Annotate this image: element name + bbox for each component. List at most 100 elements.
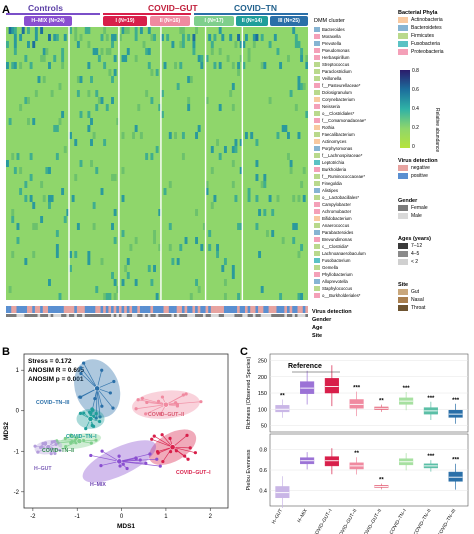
heatmap-cell bbox=[297, 132, 301, 139]
spider-line bbox=[119, 458, 157, 462]
heatmap-cell bbox=[210, 41, 214, 48]
taxon-label: Faecalibacterium bbox=[314, 132, 355, 138]
legend-virus: Virus detection negative positive bbox=[398, 158, 472, 180]
heatmap-cell bbox=[113, 174, 117, 181]
heatmap-cell bbox=[231, 104, 235, 111]
sample-point bbox=[193, 451, 197, 455]
sample-point bbox=[174, 449, 179, 453]
gender-track-cell bbox=[132, 314, 135, 317]
taxon-label: Porphyromonas bbox=[314, 146, 352, 152]
heatmap-cell bbox=[242, 62, 246, 69]
heatmap-cell bbox=[297, 83, 301, 90]
y-tick-label: 250 bbox=[258, 359, 267, 365]
taxon-name: Anaerococcus bbox=[322, 223, 350, 228]
heatmap-cell bbox=[63, 146, 67, 153]
phylum-swatch bbox=[314, 48, 320, 54]
gender-track-cell bbox=[13, 314, 17, 317]
heatmap-cell bbox=[237, 34, 241, 41]
heatmap-cell bbox=[192, 34, 196, 41]
x-axis-label: MDS1 bbox=[117, 523, 135, 530]
heatmap-cell bbox=[61, 111, 65, 118]
heatmap-cell bbox=[210, 202, 214, 209]
gender-track-cell bbox=[302, 314, 306, 317]
heatmap-cell bbox=[268, 41, 272, 48]
heatmap-cell bbox=[300, 83, 304, 90]
legend-text: < 2 bbox=[411, 259, 419, 265]
taxon-name: o__Lactobacillales* bbox=[322, 195, 360, 200]
heatmap-cell bbox=[297, 41, 301, 48]
virus-track-cell bbox=[276, 306, 280, 313]
heatmap-cell bbox=[263, 209, 267, 216]
panel-c-letter: C bbox=[240, 346, 248, 358]
spider-line bbox=[101, 450, 120, 462]
gender-track-cell bbox=[195, 314, 199, 317]
heatmap-cell bbox=[113, 279, 117, 286]
heatmap-cell bbox=[181, 27, 185, 34]
heatmap-cell bbox=[32, 118, 36, 125]
gender-track-cell bbox=[174, 314, 177, 317]
heatmap-cell bbox=[187, 97, 191, 104]
heatmap-cell bbox=[147, 265, 151, 272]
y-tick-label: 0.6 bbox=[259, 468, 267, 474]
heatmap-cell bbox=[61, 55, 65, 62]
gender-track-cell bbox=[160, 314, 164, 317]
taxon-name: Faecalibacterium bbox=[322, 132, 355, 137]
virus-track-cell bbox=[155, 306, 159, 313]
taxon-label: f__Ruminococcaceae* bbox=[314, 174, 365, 180]
heatmap-cell bbox=[87, 62, 91, 69]
heatmap-cell bbox=[195, 27, 199, 34]
virus-track-cell bbox=[8, 306, 12, 313]
box-body bbox=[300, 381, 315, 394]
virus-track-cell bbox=[166, 306, 170, 313]
heatmap-cell bbox=[202, 223, 206, 230]
y-axis-label: MDS2 bbox=[3, 422, 10, 440]
heatmap-cell bbox=[111, 174, 114, 181]
cluster-label: H–MIX bbox=[90, 482, 106, 488]
heatmap-cell bbox=[258, 209, 262, 216]
gender-track-cell bbox=[19, 314, 23, 317]
taxon-name: Phyllobacterium bbox=[322, 272, 353, 277]
taxon-label: o__Clostridiales* bbox=[314, 111, 354, 117]
heatmap-cell bbox=[150, 279, 154, 286]
virus-track-cell bbox=[116, 306, 120, 313]
sample-point bbox=[82, 411, 86, 415]
heatmap-cell bbox=[134, 125, 138, 132]
phylum-swatch bbox=[314, 265, 320, 271]
taxon-name: Finegoldia bbox=[322, 181, 342, 186]
heatmap-cell bbox=[103, 62, 107, 69]
gender-track-cell bbox=[221, 314, 225, 317]
heatmap-cell bbox=[297, 195, 301, 202]
virus-track-cell bbox=[202, 306, 206, 313]
heatmap-cell bbox=[95, 167, 99, 174]
x-tick-label: 0 bbox=[120, 514, 124, 520]
heatmap-cell bbox=[147, 27, 151, 34]
heatmap-cell bbox=[223, 258, 227, 265]
taxon-label: Streptococcus bbox=[314, 62, 349, 68]
heatmap-cell bbox=[63, 34, 67, 41]
gender-track-cell bbox=[284, 314, 288, 317]
cluster-centroid bbox=[76, 438, 83, 444]
sample-point bbox=[199, 400, 203, 404]
heatmap-cell bbox=[95, 286, 99, 293]
group-controls-bar bbox=[6, 13, 100, 15]
virus-track-cell bbox=[281, 306, 285, 313]
heatmap-cell bbox=[24, 55, 28, 62]
heatmap-cell bbox=[105, 293, 109, 300]
heatmap-cell bbox=[260, 62, 264, 69]
gender-track-cell bbox=[55, 314, 59, 317]
heatmap-cell bbox=[27, 97, 30, 104]
heatmap-cell bbox=[13, 34, 17, 41]
taxon-name: Paraclostridium bbox=[322, 69, 352, 74]
virus-track-cell bbox=[258, 306, 262, 313]
phylum-swatch bbox=[314, 188, 320, 194]
heatmap-cell bbox=[13, 62, 17, 69]
heatmap-cell bbox=[42, 55, 46, 62]
gender-track-cell bbox=[48, 314, 51, 317]
spider-line bbox=[80, 373, 98, 389]
heatmap-cell bbox=[29, 62, 33, 69]
heatmap-cell bbox=[200, 244, 204, 251]
gender-track-cell bbox=[252, 314, 256, 317]
heatmap-cell bbox=[145, 48, 149, 55]
taxon-name: Burkholderia bbox=[322, 167, 347, 172]
sample-point bbox=[158, 412, 163, 416]
